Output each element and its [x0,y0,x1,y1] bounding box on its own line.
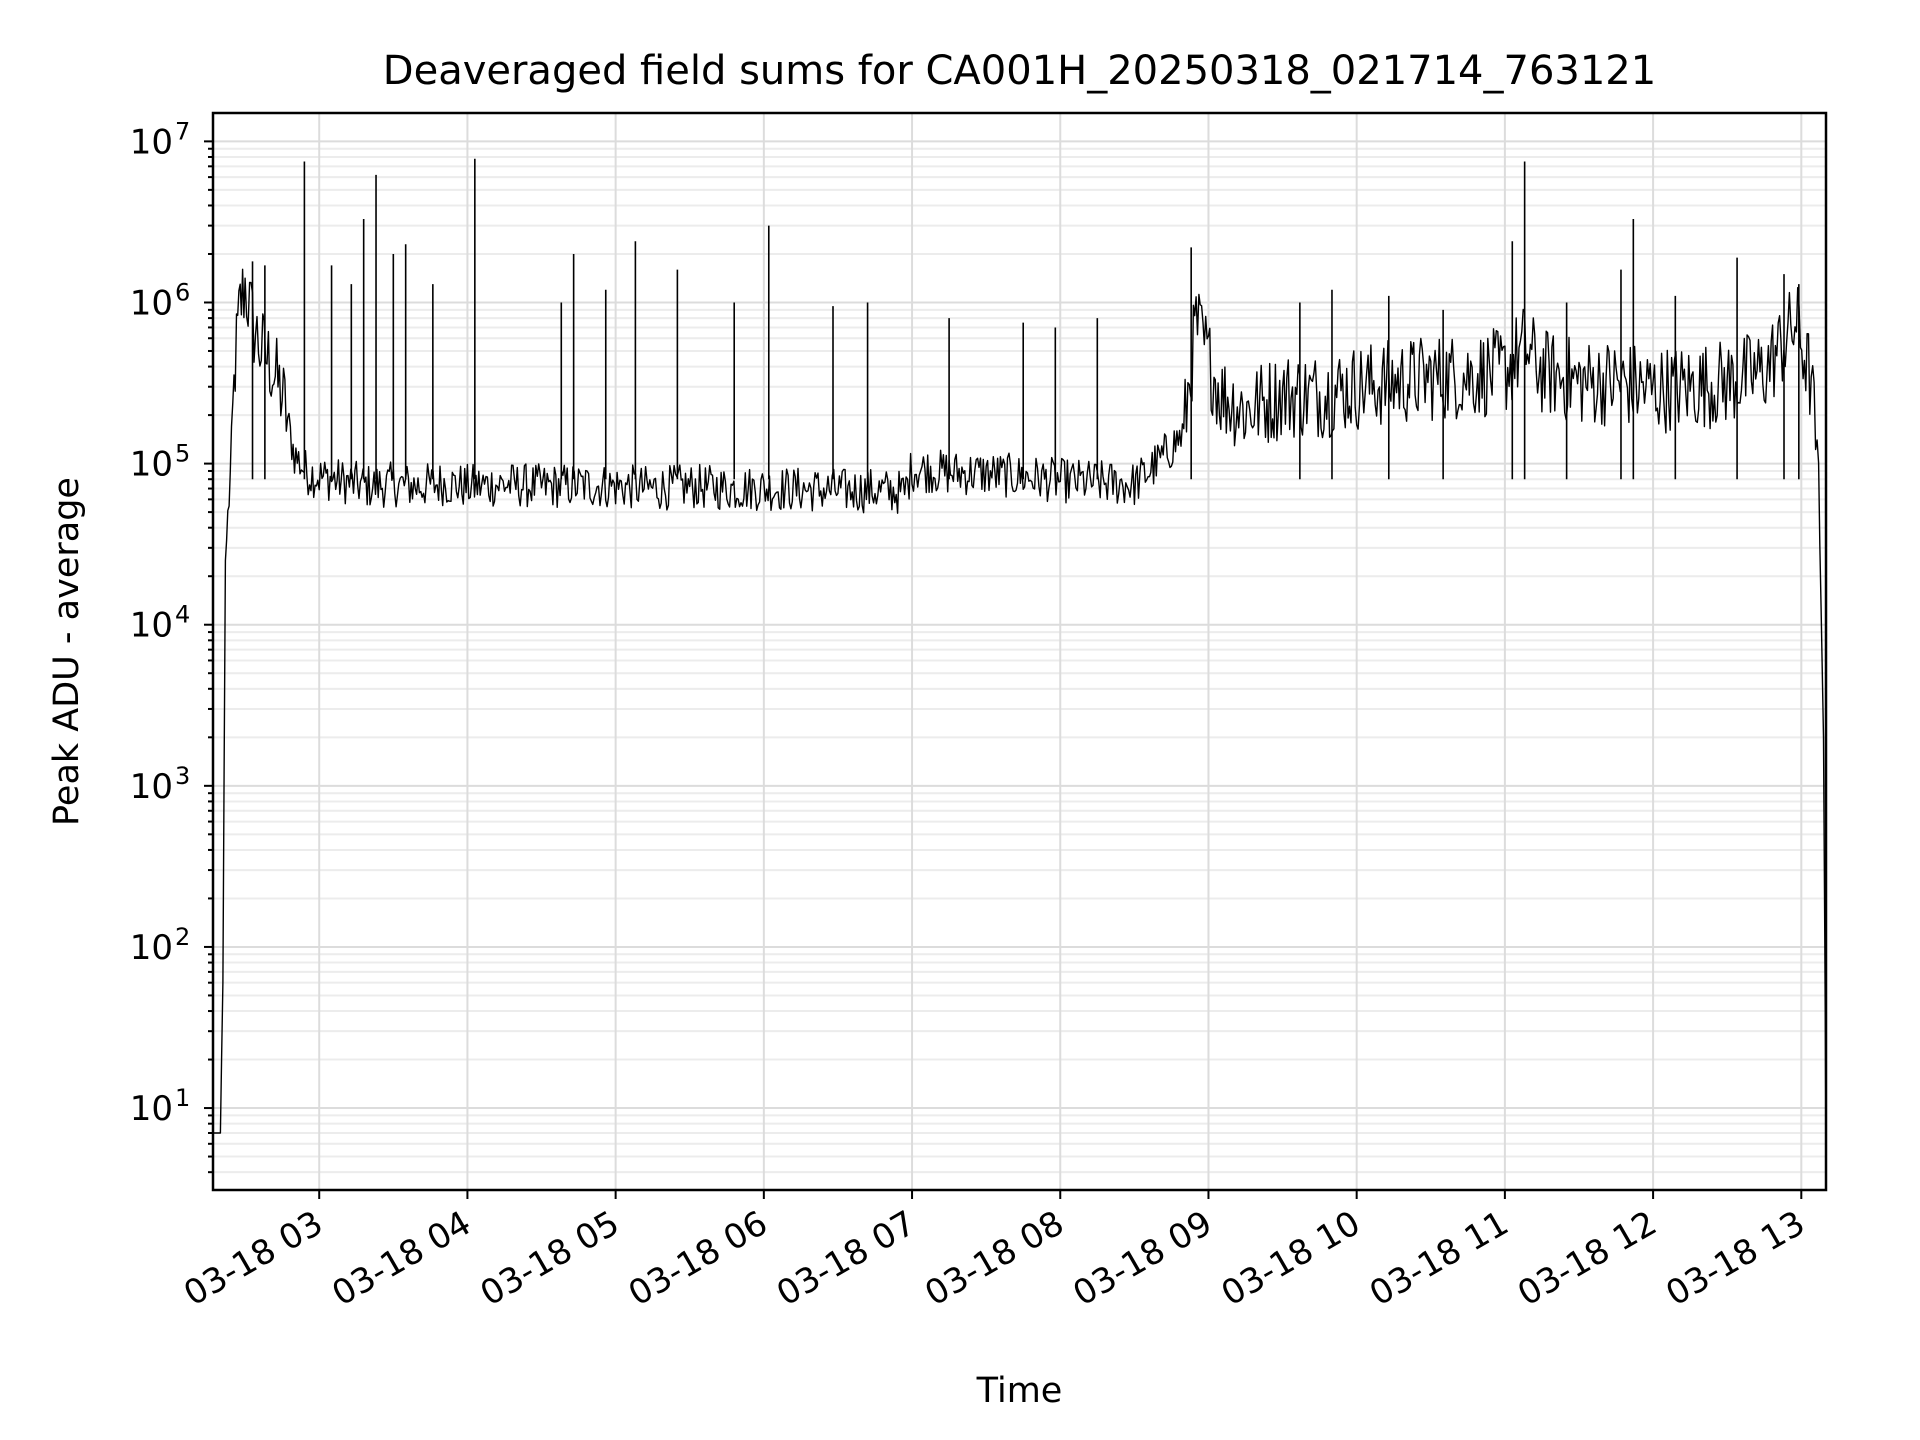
y-tick-label: 10 [130,1089,173,1129]
y-tick-label: 10 [130,767,173,807]
series-layer [213,158,1827,1144]
y-tick-exponent: 5 [175,440,190,468]
y-tick-exponent: 6 [175,278,190,306]
y-tick-label: 10 [130,283,173,323]
chart-title: Deaveraged field sums for CA001H_2025031… [383,48,1656,94]
y-tick-exponent: 3 [175,762,190,790]
y-tick-exponent: 1 [175,1084,190,1112]
grid [213,113,1826,1190]
y-tick-exponent: 7 [175,117,190,145]
y-tick-label: 10 [130,445,173,485]
y-tick-label: 10 [130,606,173,646]
y-tick-exponent: 4 [175,601,190,629]
y-tick-label: 10 [130,928,173,968]
series-line [213,268,1827,1144]
plot-frame [211,111,1828,1192]
y-axis-label: Peak ADU - average [47,477,87,826]
y-tick-exponent: 2 [175,923,190,951]
y-tick-label: 10 [130,122,173,162]
x-axis-label: Time [976,1371,1063,1411]
